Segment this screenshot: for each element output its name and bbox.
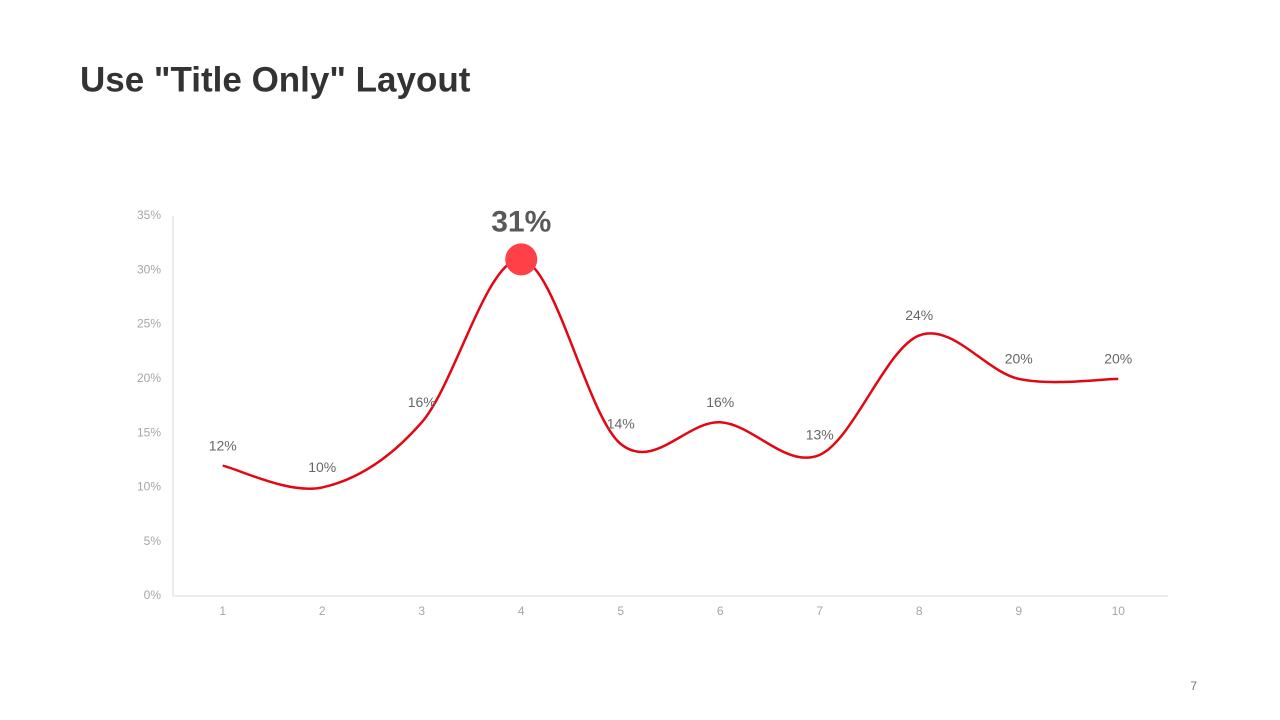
x-tick-label: 1 (219, 604, 226, 618)
y-tick-label: 10% (137, 480, 161, 494)
x-tick-label: 3 (418, 604, 425, 618)
y-tick-label: 35% (137, 208, 161, 222)
x-tick-label: 2 (319, 604, 326, 618)
y-tick-label: 5% (144, 534, 162, 548)
highlight-data-label: 31% (491, 205, 551, 238)
data-label: 12% (209, 437, 237, 453)
data-label: 13% (806, 427, 834, 443)
data-label: 20% (1005, 351, 1033, 367)
data-label: 16% (706, 394, 734, 410)
y-tick-label: 20% (137, 371, 161, 385)
x-tick-label: 5 (617, 604, 624, 618)
page-number: 7 (1190, 679, 1197, 693)
x-tick-label: 9 (1015, 604, 1022, 618)
x-tick-label: 8 (916, 604, 923, 618)
x-tick-label: 7 (816, 604, 823, 618)
y-tick-label: 25% (137, 317, 161, 331)
y-tick-label: 30% (137, 262, 161, 276)
data-label: 24% (905, 307, 933, 323)
data-label: 10% (308, 459, 336, 475)
x-tick-label: 4 (518, 604, 525, 618)
x-tick-label: 6 (717, 604, 724, 618)
highlight-marker (505, 243, 538, 276)
data-label: 20% (1104, 351, 1132, 367)
data-label: 16% (408, 394, 436, 410)
line-series (222, 258, 1119, 490)
data-label: 14% (607, 416, 635, 432)
y-tick-label: 0% (144, 588, 162, 602)
y-tick-label: 15% (137, 425, 161, 439)
x-tick-label: 10 (1112, 604, 1126, 618)
slide-title: Use "Title Only" Layout (80, 60, 471, 99)
